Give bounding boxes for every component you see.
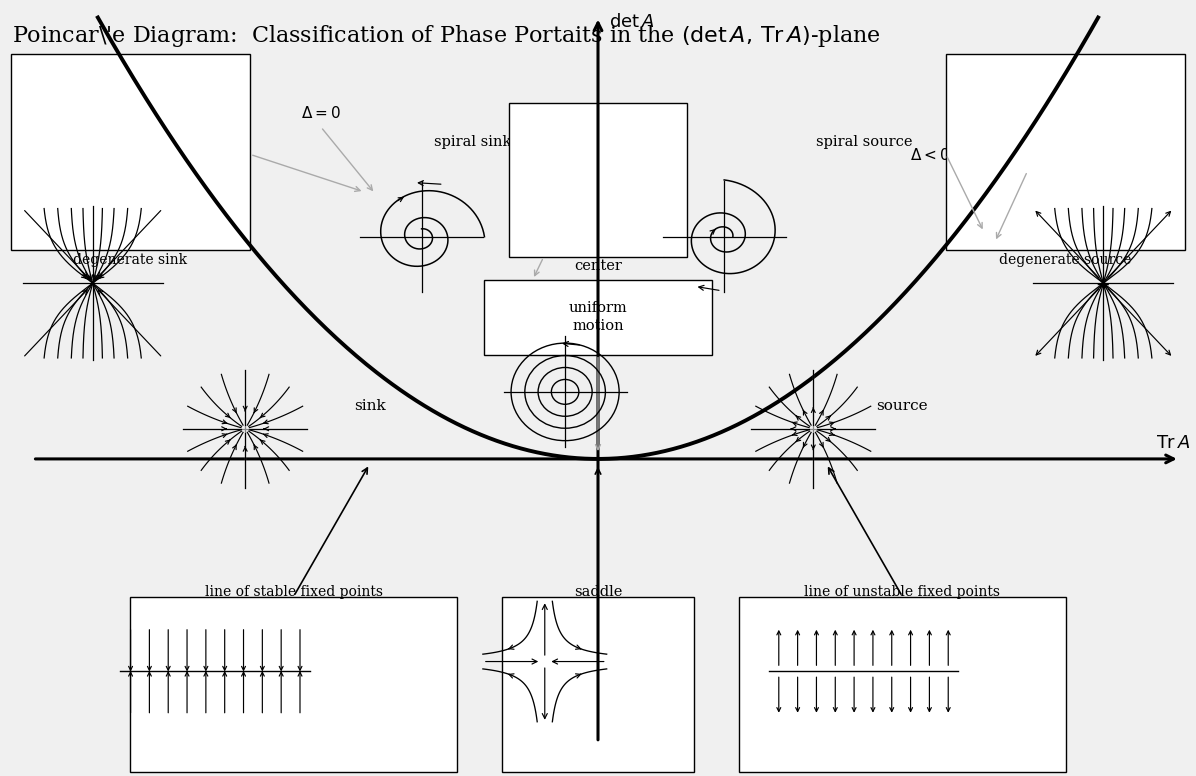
FancyBboxPatch shape — [130, 597, 457, 772]
FancyBboxPatch shape — [508, 102, 688, 257]
Text: $\Delta{>}0$: $\Delta{>}0$ — [1105, 147, 1146, 163]
Text: saddle: saddle — [574, 585, 622, 599]
Text: $\det A$: $\det A$ — [609, 12, 654, 30]
FancyBboxPatch shape — [739, 597, 1066, 772]
Text: $\Delta{=}0\!:$: $\Delta{=}0\!:$ — [1005, 147, 1050, 163]
Text: spiral sink: spiral sink — [434, 134, 512, 148]
Text: source: source — [877, 399, 928, 413]
FancyBboxPatch shape — [946, 54, 1185, 251]
Text: degenerate sink: degenerate sink — [73, 253, 188, 267]
Text: $\Delta{=}0$: $\Delta{=}0$ — [301, 105, 341, 121]
Text: $\mathrm{Tr}\,A$: $\mathrm{Tr}\,A$ — [1157, 435, 1190, 452]
Text: sink: sink — [354, 399, 385, 413]
Text: center: center — [574, 258, 622, 272]
FancyBboxPatch shape — [484, 279, 712, 355]
Text: degenerate source: degenerate source — [1000, 253, 1131, 267]
Text: line of stable fixed points: line of stable fixed points — [205, 585, 383, 599]
Text: spiral source: spiral source — [816, 134, 913, 148]
FancyBboxPatch shape — [11, 54, 250, 251]
FancyBboxPatch shape — [502, 597, 694, 772]
Text: Poincar\'e Diagram:  Classification of Phase Portaits in the $(\det A,\,\mathrm{: Poincar\'e Diagram: Classification of Ph… — [12, 23, 881, 50]
Text: $\Delta=(\mathrm{Tr}\,A)^2-4\det A$: $\Delta=(\mathrm{Tr}\,A)^2-4\det A$ — [1009, 81, 1160, 102]
Text: $\Delta{<}0$: $\Delta{<}0$ — [910, 147, 950, 163]
Text: line of unstable fixed points: line of unstable fixed points — [805, 585, 1000, 599]
Text: uniform
motion: uniform motion — [568, 301, 628, 333]
